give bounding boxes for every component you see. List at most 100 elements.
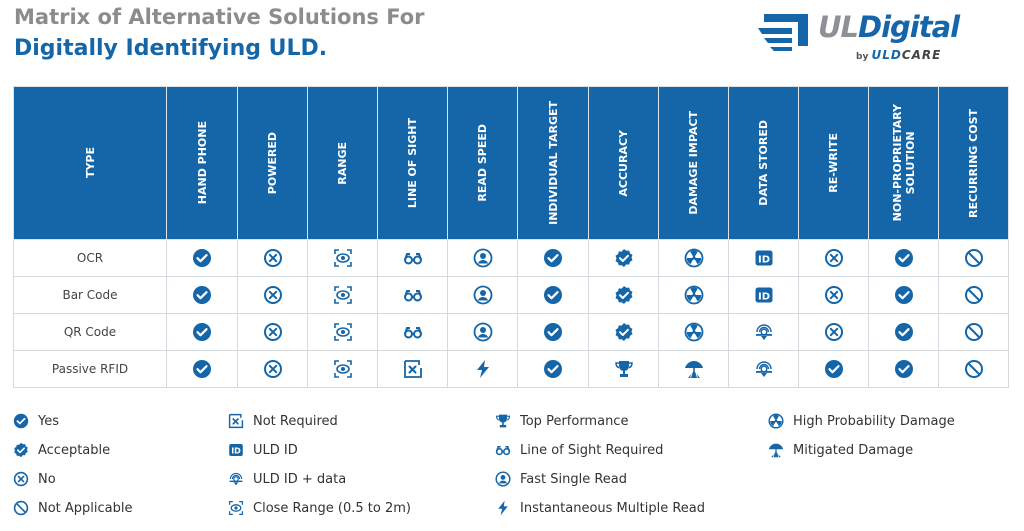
yes-icon [894, 285, 914, 305]
uld-id-data-icon [228, 471, 244, 487]
row-type-label: Bar Code [13, 276, 167, 314]
no-icon [263, 359, 283, 379]
column-header: INDIVIDUAL TARGET [517, 86, 589, 240]
matrix-cell [938, 239, 1009, 277]
legend-item: ULD ID + data [228, 469, 346, 489]
matrix-cell [166, 313, 238, 351]
line-of-sight-icon [495, 442, 511, 458]
no-icon [824, 322, 844, 342]
matrix-cell [517, 350, 589, 388]
legend-item: Not Applicable [13, 498, 133, 518]
legend-label: Instantaneous Multiple Read [520, 500, 705, 516]
column-header: RANGE [307, 86, 378, 240]
not-applicable-icon [964, 359, 984, 379]
yes-icon [894, 322, 914, 342]
column-header-label: HAND PHONE [195, 121, 209, 205]
column-header: LINE OF SIGHT [377, 86, 448, 240]
matrix-cell [798, 350, 869, 388]
legend-label: Close Range (0.5 to 2m) [253, 500, 411, 516]
line-of-sight-icon [403, 248, 423, 268]
yes-icon [192, 359, 212, 379]
matrix-cell [237, 350, 308, 388]
close-range-icon [228, 500, 244, 516]
uld-id-icon: ID [754, 285, 774, 305]
line-of-sight-icon [403, 285, 423, 305]
matrix-cell [588, 350, 659, 388]
matrix-cell [868, 350, 939, 388]
matrix-cell [588, 239, 659, 277]
matrix-cell [798, 239, 869, 277]
matrix-cell [237, 313, 308, 351]
matrix-cell [728, 313, 799, 351]
legend-item: High Probability Damage [768, 411, 955, 431]
column-header: POWERED [237, 86, 308, 240]
matrix-cell [868, 276, 939, 314]
table-header-row: TYPE HAND PHONE POWERED RANGE LINE OF SIGHT R… [13, 86, 1009, 240]
column-header-label: RANGE [336, 141, 349, 185]
not-required-icon [403, 359, 423, 379]
legend-label: Not Applicable [38, 500, 133, 516]
legend-label: Mitigated Damage [793, 442, 914, 458]
yes-icon [894, 359, 914, 379]
fast-single-read-icon [473, 248, 493, 268]
yes-icon [192, 322, 212, 342]
close-range-icon [333, 248, 353, 268]
column-header-label: RECURRING COST [967, 108, 980, 218]
column-header: DAMAGE IMPACT [658, 86, 729, 240]
matrix-cell [377, 350, 448, 388]
matrix-cell [658, 313, 729, 351]
matrix-cell [798, 276, 869, 314]
table-row: Bar Code ID [13, 276, 1009, 314]
logo-wordmark: ULDigital [818, 10, 960, 44]
no-icon [263, 285, 283, 305]
matrix-cell [588, 276, 659, 314]
yes-icon [894, 248, 914, 268]
matrix-cell [938, 313, 1009, 351]
top-performance-icon [614, 359, 634, 379]
matrix-cell [377, 276, 448, 314]
not-applicable-icon [964, 285, 984, 305]
column-header-label: NON-PROPRIETARY SOLUTION [890, 104, 917, 222]
legend-label: High Probability Damage [793, 413, 955, 429]
close-range-icon [333, 322, 353, 342]
page-title-line1: Matrix of Alternative Solutions For [14, 5, 425, 29]
logo-mark-icon [758, 14, 808, 51]
instant-multi-read-icon [495, 500, 511, 516]
svg-text:ID: ID [757, 255, 769, 266]
matrix-cell [166, 350, 238, 388]
row-type-label: QR Code [13, 313, 167, 351]
column-header: DATA STORED [728, 86, 799, 240]
matrix-cell [377, 313, 448, 351]
matrix-cell [166, 276, 238, 314]
not-applicable-icon [13, 500, 29, 516]
uld-id-icon: ID [228, 442, 244, 458]
uld-id-data-icon [754, 359, 774, 379]
high-damage-icon [684, 322, 704, 342]
column-header: NON-PROPRIETARY SOLUTION [868, 86, 939, 240]
logo-byline: by ULDCARE [856, 48, 942, 62]
column-header-label: TYPE [83, 147, 97, 179]
mitigated-damage-icon [684, 359, 704, 379]
yes-icon [13, 413, 29, 429]
column-header-label: INDIVIDUAL TARGET [546, 101, 560, 225]
column-header: TYPE [13, 86, 167, 240]
column-header-label: LINE OF SIGHT [406, 117, 419, 209]
yes-icon [824, 359, 844, 379]
yes-icon [192, 248, 212, 268]
acceptable-icon [614, 285, 634, 305]
legend-item: Acceptable [13, 440, 110, 460]
yes-icon [543, 359, 563, 379]
solutions-matrix-table: TYPE HAND PHONE POWERED RANGE LINE OF SIGHT R… [13, 86, 1009, 388]
top-performance-icon [495, 413, 511, 429]
matrix-cell [237, 276, 308, 314]
no-icon [824, 285, 844, 305]
legend-label: Not Required [253, 413, 338, 429]
legend-label: Yes [38, 413, 59, 429]
not-applicable-icon [964, 248, 984, 268]
legend-item: Close Range (0.5 to 2m) [228, 498, 411, 518]
high-damage-icon [768, 413, 784, 429]
legend-label: Acceptable [38, 442, 111, 458]
column-header-label: RE-WRITE [827, 133, 840, 193]
matrix-cell [658, 276, 729, 314]
matrix-cell [307, 350, 378, 388]
